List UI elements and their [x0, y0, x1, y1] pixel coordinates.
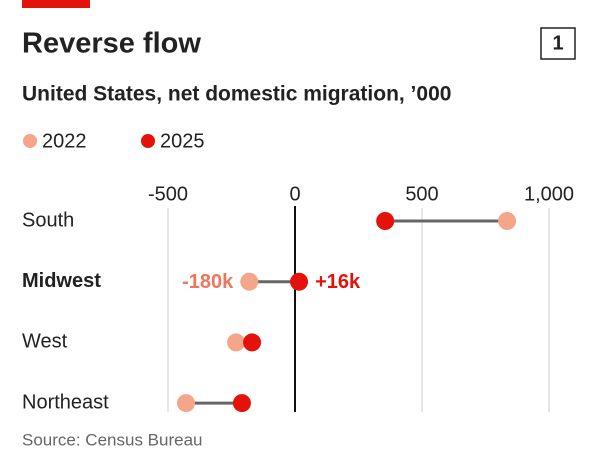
badge-box	[540, 27, 576, 60]
dot	[177, 394, 196, 413]
source: Source: Census Bureau	[22, 430, 203, 449]
dot	[227, 333, 246, 352]
legend-label: 2025	[160, 130, 205, 152]
chart-subtitle: United States, net domestic migration, ’…	[22, 83, 451, 106]
value-label: -180k	[182, 271, 234, 293]
legend-label: 2022	[42, 130, 87, 152]
dot	[240, 272, 259, 291]
value-label: +16k	[315, 271, 361, 293]
chart-title: Reverse flow	[22, 28, 201, 60]
dot	[376, 212, 395, 230]
category-label: Northeast	[22, 391, 109, 413]
x-tick-label: 1,000	[524, 183, 574, 205]
dot	[243, 333, 262, 352]
brand-bar	[22, 0, 90, 8]
badge: 1	[552, 32, 563, 54]
x-tick-label: 500	[405, 183, 438, 205]
legend-swatch	[141, 134, 155, 148]
x-tick-label: 0	[289, 183, 300, 205]
x-tick-label: -500	[148, 183, 188, 205]
dot	[290, 272, 309, 291]
category-label: Midwest	[22, 270, 101, 292]
legend-swatch	[23, 134, 37, 148]
category-label: South	[22, 209, 74, 231]
dot	[498, 212, 517, 230]
category-label: West	[22, 331, 68, 353]
dot	[232, 394, 251, 413]
